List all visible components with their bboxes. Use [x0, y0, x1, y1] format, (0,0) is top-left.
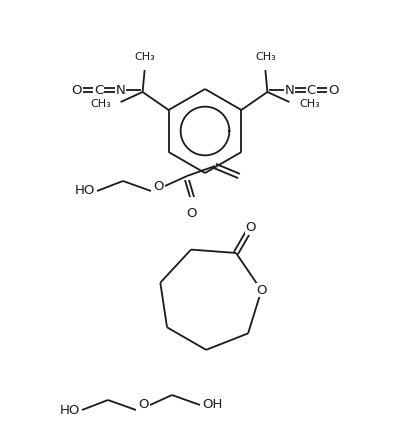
Text: O: O: [71, 83, 82, 96]
Text: N: N: [284, 83, 294, 96]
Text: O: O: [187, 207, 197, 220]
Text: C: C: [94, 83, 103, 96]
Text: O: O: [154, 179, 164, 193]
Text: O: O: [139, 398, 149, 412]
Text: CH₃: CH₃: [299, 99, 320, 109]
Text: N: N: [116, 83, 126, 96]
Text: OH: OH: [202, 398, 222, 412]
Text: O: O: [328, 83, 339, 96]
Text: O: O: [245, 221, 256, 234]
Text: CH₃: CH₃: [90, 99, 111, 109]
Text: C: C: [307, 83, 316, 96]
Text: HO: HO: [75, 185, 95, 198]
Text: CH₃: CH₃: [134, 52, 155, 62]
Text: O: O: [256, 284, 266, 297]
Text: HO: HO: [60, 404, 80, 417]
Text: CH₃: CH₃: [255, 52, 276, 62]
